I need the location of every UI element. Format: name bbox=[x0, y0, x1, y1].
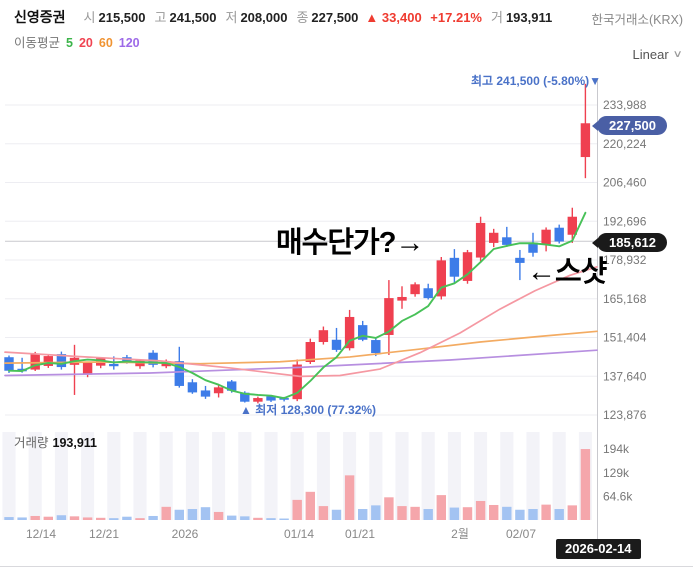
volume-pane-value: 193,911 bbox=[52, 436, 98, 450]
header-quote-row: 신영증권 시 215,500 고 241,500 저 208,000 종 227… bbox=[14, 7, 552, 27]
svg-text:12/21: 12/21 bbox=[89, 527, 119, 541]
close-value: 227,500 bbox=[311, 10, 359, 25]
chart-area[interactable]: 233,988 220,224 206,460 192,696 178,932 165,1… bbox=[0, 70, 693, 575]
svg-text:151,404: 151,404 bbox=[603, 331, 647, 345]
crosshair-price-badge: 185,612 bbox=[592, 233, 667, 252]
svg-text:178,932: 178,932 bbox=[603, 253, 647, 267]
change-value: 33,400 bbox=[381, 10, 422, 25]
scale-selector[interactable]: Linear ∨ bbox=[632, 47, 683, 62]
svg-text:233,988: 233,988 bbox=[603, 98, 647, 112]
open-value: 215,500 bbox=[98, 10, 146, 25]
volume-pane-label: 거래량 193,911 bbox=[14, 432, 97, 451]
low-value: 208,000 bbox=[240, 10, 288, 25]
svg-text:02/07: 02/07 bbox=[506, 527, 536, 541]
up-arrow-icon: ▲ bbox=[365, 10, 379, 25]
ma-legend-label: 이동평균 bbox=[14, 36, 61, 50]
stock-name: 신영증권 bbox=[14, 9, 66, 25]
volume-value: 193,911 bbox=[505, 10, 553, 25]
handwritten-note-buy-price: 매수단가?→ bbox=[276, 227, 424, 259]
exchange-label: 한국거래소(KRX) bbox=[591, 13, 683, 27]
svg-text:194k: 194k bbox=[603, 442, 630, 456]
high-value: 241,500 bbox=[169, 10, 217, 25]
change-percent: +17.21% bbox=[430, 10, 482, 25]
low-price-marker: ▲ 최저 128,300 (77.32%) bbox=[240, 403, 377, 417]
svg-text:137,640: 137,640 bbox=[603, 369, 647, 383]
svg-text:12/14: 12/14 bbox=[26, 527, 56, 541]
open-label: 시 bbox=[83, 10, 96, 25]
svg-text:01/14: 01/14 bbox=[284, 527, 314, 541]
volume-pane-label-text: 거래량 bbox=[14, 436, 49, 450]
svg-text:220,224: 220,224 bbox=[603, 137, 647, 151]
volume-label: 거 bbox=[490, 10, 503, 25]
svg-text:01/21: 01/21 bbox=[345, 527, 375, 541]
handwritten-note-screenshot: ←스샷 bbox=[527, 256, 607, 288]
svg-text:192,696: 192,696 bbox=[603, 214, 647, 228]
price-change: ▲ 33,400 +17.21% bbox=[365, 10, 482, 25]
close-label: 종 bbox=[296, 10, 309, 25]
svg-text:165,168: 165,168 bbox=[603, 292, 647, 306]
low-label: 저 bbox=[225, 10, 238, 25]
ma-period-60[interactable]: 60 bbox=[98, 36, 113, 50]
svg-text:206,460: 206,460 bbox=[603, 176, 647, 190]
current-price-badge: 227,500 bbox=[592, 116, 667, 135]
svg-text:123,876: 123,876 bbox=[603, 408, 647, 422]
high-price-marker: 최고 241,500 (-5.80%)▼ bbox=[470, 74, 601, 88]
crosshair-date-badge: 2026-02-14 bbox=[556, 539, 641, 559]
ma-period-5[interactable]: 5 bbox=[66, 36, 73, 50]
scale-selector-label: Linear bbox=[632, 47, 669, 62]
svg-text:129k: 129k bbox=[603, 466, 630, 480]
chevron-down-icon: ∨ bbox=[672, 49, 683, 60]
ma-period-120[interactable]: 120 bbox=[118, 36, 140, 50]
high-label: 고 bbox=[154, 10, 167, 25]
svg-text:2026: 2026 bbox=[172, 527, 199, 541]
svg-text:64.6k: 64.6k bbox=[603, 489, 633, 503]
svg-text:2월: 2월 bbox=[451, 527, 469, 541]
bottom-divider bbox=[0, 566, 693, 567]
ma-legend: 이동평균 5 20 60 120 bbox=[14, 32, 140, 51]
ma-period-20[interactable]: 20 bbox=[78, 36, 93, 50]
